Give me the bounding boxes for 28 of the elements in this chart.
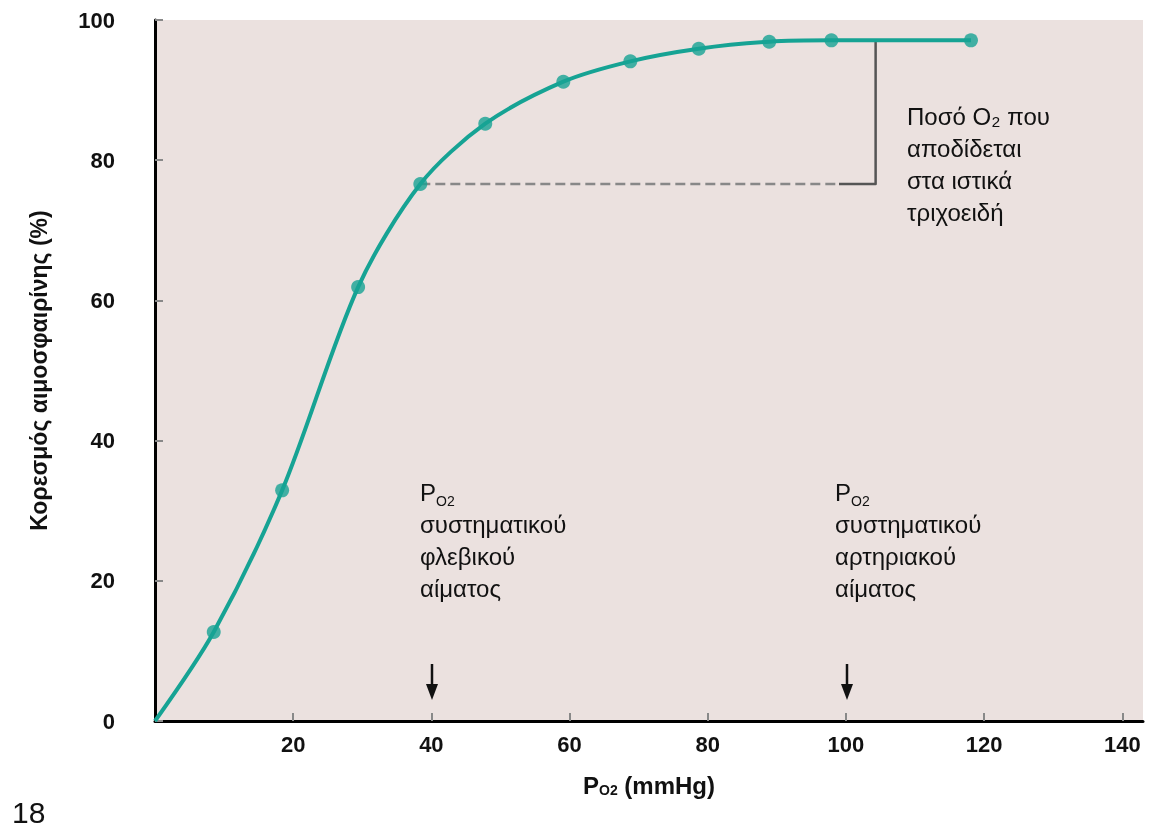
- x-tick-label: 140: [1103, 731, 1141, 757]
- point: [478, 116, 493, 131]
- point: [691, 41, 706, 56]
- annotation: Ποσό O₂ που αποδίδεται στα ιστικά τριχοειδή: [907, 102, 1050, 226]
- y-tick-label: 0: [102, 708, 115, 734]
- x-tick-label: 20: [280, 731, 306, 757]
- point: [963, 33, 978, 48]
- point: [351, 280, 366, 295]
- y-axis-title: Κορεσμός αιμοσφαιρίνης (%): [25, 210, 52, 531]
- x-tick-label: 80: [695, 731, 720, 757]
- y-tick-label: 60: [90, 287, 115, 313]
- point: [623, 54, 638, 69]
- text: 18: [12, 795, 46, 829]
- x-axis-title: PO2 (mmHg): [582, 771, 716, 799]
- y-tick-label: 40: [90, 428, 115, 454]
- x-tick-label: 40: [419, 731, 444, 757]
- y-tick-label: 100: [78, 7, 115, 33]
- point: [762, 34, 777, 49]
- point: [413, 177, 428, 192]
- x-tick-label: 120: [965, 731, 1003, 757]
- point: [556, 74, 571, 89]
- y-tick-label: 80: [90, 147, 115, 173]
- x-tick-label: 60: [557, 731, 582, 757]
- point: [206, 624, 221, 639]
- point: [275, 483, 290, 498]
- point: [824, 33, 839, 48]
- x-tick-label: 100: [827, 731, 865, 757]
- y-tick-label: 20: [90, 568, 115, 594]
